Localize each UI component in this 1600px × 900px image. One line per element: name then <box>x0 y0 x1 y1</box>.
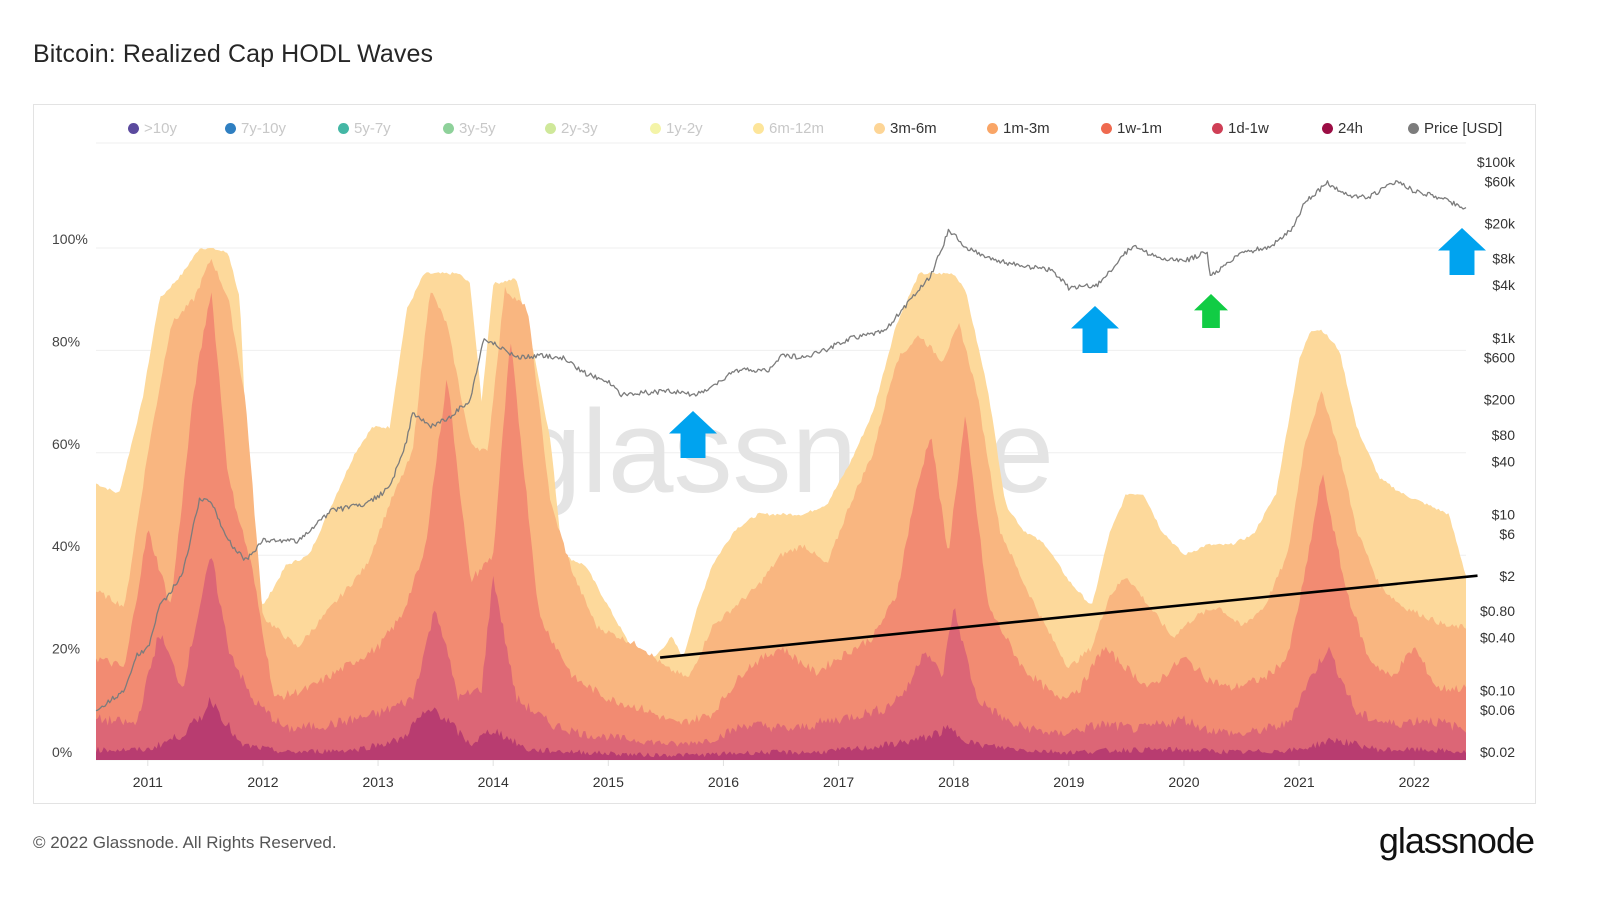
legend-item[interactable]: 1w-1m <box>1101 120 1162 137</box>
x-tick-label: 2022 <box>1399 774 1430 790</box>
x-tick-label: 2017 <box>823 774 854 790</box>
y-tick-label: 60% <box>52 436 80 452</box>
chart-legend: >10y 7y-10y 5y-7y 3y-5y 2y-3y 1y-2y 6m-12m 3m-6… <box>0 120 1600 140</box>
glassnode-logo: glassnode <box>1378 820 1535 861</box>
legend-item[interactable]: 24h <box>1322 120 1363 137</box>
legend-label: 24h <box>1338 120 1364 137</box>
legend-item[interactable]: >10y <box>128 120 177 137</box>
legend-item[interactable]: 1d-1w <box>1212 120 1269 137</box>
y-tick-label: 100% <box>52 231 88 247</box>
legend-label: 3m-6m <box>890 120 937 137</box>
legend-label: 1m-3m <box>1003 120 1050 137</box>
legend-label: 1w-1m <box>1117 120 1163 137</box>
chart-title: Bitcoin: Realized Cap HODL Waves <box>33 40 434 68</box>
legend-item[interactable]: 2y-3y <box>545 120 598 137</box>
legend-label: 3y-5y <box>459 120 496 137</box>
y-right-tick-label: $600 <box>1484 350 1515 366</box>
y-right-tick-label: $60k <box>1485 174 1516 190</box>
legend-dot-icon <box>1408 123 1419 134</box>
x-tick-label: 2011 <box>133 774 163 790</box>
x-tick-label: 2013 <box>362 774 393 790</box>
y-right-tick-label: $100k <box>1477 154 1516 170</box>
y-right-tick-label: $0.02 <box>1480 744 1515 760</box>
y-right-tick-label: $0.40 <box>1480 629 1515 645</box>
x-tick-label: 2012 <box>247 774 278 790</box>
legend-dot-icon <box>1101 123 1112 134</box>
y-tick-label: 0% <box>52 744 72 760</box>
y-right-tick-label: $8k <box>1492 251 1516 267</box>
legend-item[interactable]: Price [USD] <box>1408 120 1502 137</box>
y-right-tick-label: $80 <box>1492 427 1516 443</box>
legend-label: 5y-7y <box>354 120 391 137</box>
legend-item[interactable]: 3y-5y <box>443 120 496 137</box>
y-right-tick-label: $2 <box>1499 568 1515 584</box>
y-right-tick-label: $0.06 <box>1480 702 1515 718</box>
legend-label: 6m-12m <box>769 120 825 137</box>
x-tick-label: 2019 <box>1053 774 1084 790</box>
x-tick-label: 2018 <box>938 774 969 790</box>
y-right-tick-label: $10 <box>1492 506 1516 522</box>
legend-dot-icon <box>128 123 139 134</box>
legend-label: Price [USD] <box>1424 120 1503 137</box>
x-tick-label: 2016 <box>708 774 739 790</box>
legend-item[interactable]: 7y-10y <box>225 120 286 137</box>
y-right-tick-label: $20k <box>1485 216 1516 232</box>
x-tick-label: 2020 <box>1168 774 1199 790</box>
legend-dot-icon <box>874 123 885 134</box>
legend-dot-icon <box>753 123 764 134</box>
legend-item[interactable]: 1m-3m <box>987 120 1050 137</box>
area-1d-1w <box>96 558 1466 760</box>
arrow-up-icon <box>1438 228 1486 275</box>
x-tick-label: 2014 <box>478 774 509 790</box>
area-24h <box>96 696 1466 760</box>
arrow-up-icon <box>669 411 717 458</box>
legend-item[interactable]: 3m-6m <box>874 120 937 137</box>
legend-dot-icon <box>1212 123 1223 134</box>
legend-item[interactable]: 5y-7y <box>338 120 391 137</box>
trendline <box>659 574 1478 659</box>
y-right-tick-label: $40 <box>1492 453 1516 469</box>
legend-item[interactable]: 6m-12m <box>753 120 824 137</box>
y-right-tick-label: $1k <box>1492 330 1516 346</box>
x-tick-label: 2015 <box>593 774 624 790</box>
price-line <box>95 180 1467 712</box>
legend-dot-icon <box>443 123 454 134</box>
y-right-tick-label: $200 <box>1484 392 1515 408</box>
legend-label: >10y <box>144 120 177 137</box>
legend-label: 2y-3y <box>561 120 598 137</box>
legend-dot-icon <box>987 123 998 134</box>
y-right-tick-label: $0.10 <box>1480 682 1515 698</box>
y-right-tick-label: $0.80 <box>1480 603 1515 619</box>
legend-label: 7y-10y <box>241 120 287 137</box>
y-right-tick-label: $6 <box>1499 526 1515 542</box>
copyright-text: © 2022 Glassnode. All Rights Reserved. <box>33 833 337 852</box>
legend-dot-icon <box>225 123 236 134</box>
legend-label: 1d-1w <box>1228 120 1269 137</box>
y-tick-label: 80% <box>52 333 80 349</box>
legend-label: 1y-2y <box>666 120 703 137</box>
y-right-tick-label: $4k <box>1492 277 1516 293</box>
legend-dot-icon <box>338 123 349 134</box>
legend-dot-icon <box>1322 123 1333 134</box>
y-tick-label: 40% <box>52 538 80 554</box>
y-tick-label: 20% <box>52 641 80 657</box>
legend-dot-icon <box>545 123 556 134</box>
x-tick-label: 2021 <box>1283 774 1314 790</box>
legend-dot-icon <box>650 123 661 134</box>
arrow-up-icon <box>1071 306 1119 353</box>
legend-item[interactable]: 1y-2y <box>650 120 703 137</box>
arrow-up-icon <box>1194 294 1228 328</box>
